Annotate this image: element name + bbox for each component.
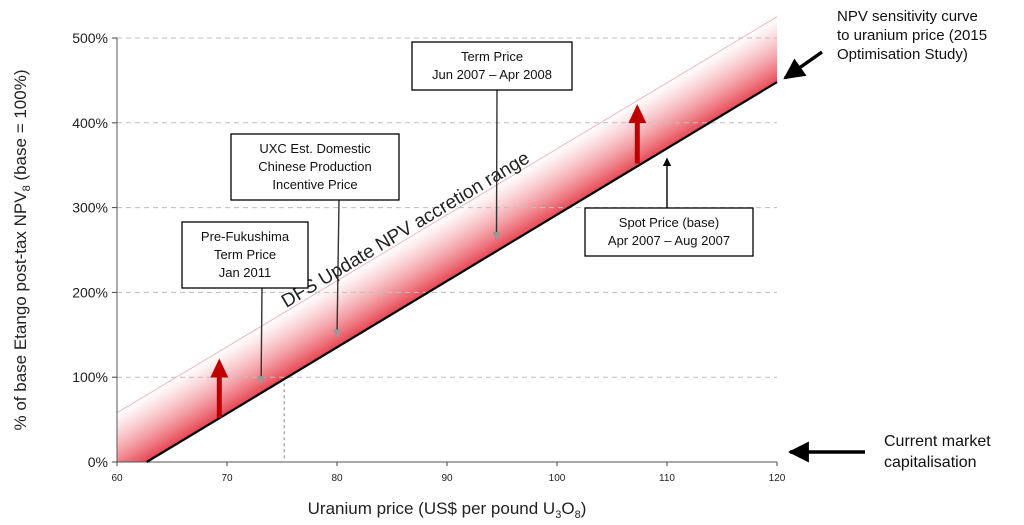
axis-layer: 0% 100% 200% 300% 400% 500% 60 70 80 90 100 110 120 U… <box>11 30 786 521</box>
curve-pointer-arrow <box>783 50 824 80</box>
y-tick-label: 500% <box>72 30 108 46</box>
x-tick-label: 80 <box>331 473 343 484</box>
curve-side-label: NPV sensitivity curve <box>837 8 978 25</box>
x-tick-label: 60 <box>111 473 123 484</box>
x-tick-label: 70 <box>221 473 233 484</box>
callout-leader-arrow <box>492 89 501 241</box>
curve-side-label: Optimisation Study) <box>837 46 968 63</box>
callout-text: Chinese Production <box>258 159 371 174</box>
npv-sensitivity-line <box>146 81 778 463</box>
y-axis-label: % of base Etango post-tax NPV8 (base = 1… <box>11 70 33 431</box>
y-tick-label: 100% <box>72 369 108 385</box>
curve-side-label: to uranium price (2015 <box>837 27 987 44</box>
market-cap-label: capitalisation <box>884 454 977 471</box>
callout-text: Incentive Price <box>272 177 357 192</box>
callout: Term Price Jun 2007 – Apr 2008 <box>411 41 573 241</box>
callout: Spot Price (base) Apr 2007 – Aug 2007 <box>584 157 754 257</box>
callout: UXC Est. Domestic Chinese Production Incen… <box>230 133 400 338</box>
callout-text: UXC Est. Domestic <box>259 141 371 156</box>
callout-leader-arrow <box>332 199 342 338</box>
y-tick-label: 300% <box>72 200 108 216</box>
x-axis-label: Uranium price (US$ per pound U3O8) <box>308 499 587 521</box>
y-tick-label: 0% <box>88 454 108 470</box>
callout-text: Term Price <box>214 247 276 262</box>
callout-leader-arrow <box>256 287 266 385</box>
accretion-arrow-head <box>628 104 647 124</box>
label-layer: NPV sensitivity curve to uranium price (2… <box>783 8 991 471</box>
callout-text: Spot Price (base) <box>619 215 719 230</box>
accretion-band-upper-edge <box>116 16 778 414</box>
callout-box <box>181 221 309 289</box>
accretion-band-layer <box>116 16 778 463</box>
x-tick-label: 120 <box>769 473 786 484</box>
callout-text: Term Price <box>461 49 523 64</box>
callout-box <box>411 41 573 91</box>
callout-box <box>230 133 400 201</box>
y-tick-label: 400% <box>72 115 108 131</box>
callout-text: Pre-Fukushima <box>201 229 290 244</box>
x-tick-label: 110 <box>659 473 675 484</box>
market-cap-label: Current market <box>884 433 991 450</box>
accretion-arrow-head <box>210 358 229 378</box>
callout-text: Jun 2007 – Apr 2008 <box>432 67 552 82</box>
callout-text: Jan 2011 <box>219 265 272 280</box>
callout: Pre-Fukushima Term Price Jan 2011 <box>181 221 309 385</box>
callout-box <box>584 207 754 257</box>
y-tick-label: 200% <box>72 284 108 300</box>
callout-text: Apr 2007 – Aug 2007 <box>608 233 730 248</box>
accretion-band <box>117 16 777 463</box>
x-tick-label: 100 <box>549 473 566 484</box>
x-tick-label: 90 <box>441 473 453 484</box>
